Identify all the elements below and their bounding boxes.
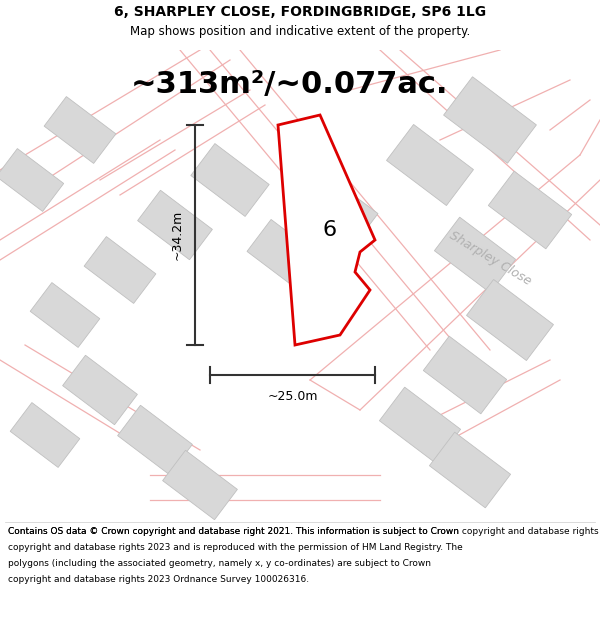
Polygon shape [163,450,238,520]
Text: 6, SHARPLEY CLOSE, FORDINGBRIDGE, SP6 1LG: 6, SHARPLEY CLOSE, FORDINGBRIDGE, SP6 1L… [114,5,486,19]
Text: ~313m²/~0.077ac.: ~313m²/~0.077ac. [131,71,449,99]
Text: Contains OS data © Crown copyright and database right 2021. This information is : Contains OS data © Crown copyright and d… [8,527,459,536]
Polygon shape [10,402,80,468]
Text: Sharpley Close: Sharpley Close [447,229,533,288]
Polygon shape [443,77,536,163]
Text: copyright and database rights 2023 and is reproduced with the permission of HM L: copyright and database rights 2023 and i… [8,543,463,552]
Text: copyright and database rights 2023 Ordnance Survey 100026316.: copyright and database rights 2023 Ordna… [8,575,309,584]
Polygon shape [467,279,553,361]
Polygon shape [302,174,378,246]
Polygon shape [191,144,269,216]
Polygon shape [379,387,461,463]
Polygon shape [84,237,156,303]
Polygon shape [278,115,375,345]
Polygon shape [62,355,137,425]
Text: Contains OS data © Crown copyright and database right 2021. This information is : Contains OS data © Crown copyright and d… [8,527,600,536]
Polygon shape [0,149,64,211]
Text: ~25.0m: ~25.0m [267,391,318,404]
Polygon shape [137,190,212,260]
Polygon shape [44,97,116,163]
Polygon shape [488,171,572,249]
Polygon shape [247,219,323,291]
Polygon shape [386,124,473,206]
Text: polygons (including the associated geometry, namely x, y co-ordinates) are subje: polygons (including the associated geome… [8,559,431,568]
Text: ~34.2m: ~34.2m [170,210,184,260]
Polygon shape [424,336,506,414]
Polygon shape [118,405,193,475]
Text: 6: 6 [323,220,337,240]
Text: Map shows position and indicative extent of the property.: Map shows position and indicative extent… [130,26,470,39]
Polygon shape [434,217,515,293]
Polygon shape [430,432,511,508]
Polygon shape [30,282,100,348]
